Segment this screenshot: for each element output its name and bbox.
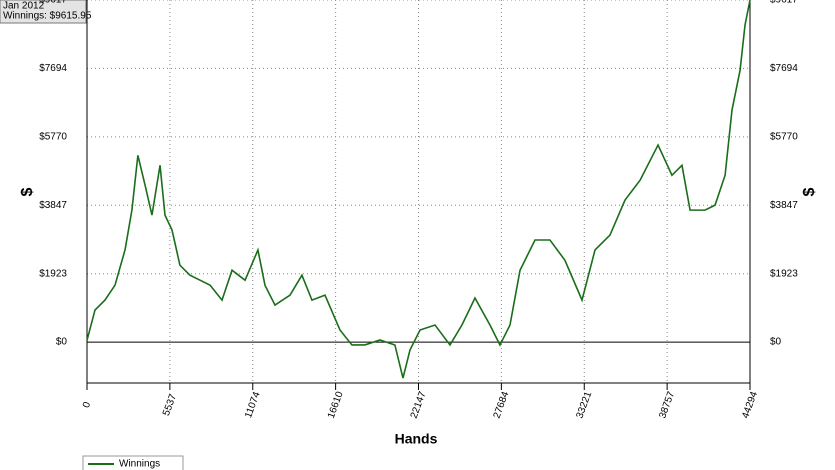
tooltip-box <box>0 0 87 24</box>
y2-tick-label: $9617 <box>770 0 798 6</box>
x-tick-label: 38757 <box>657 390 677 420</box>
x-tick-label: 27684 <box>492 390 512 420</box>
x-tick-label: 0 <box>81 400 93 409</box>
y2-tick-label: $1923 <box>770 268 798 279</box>
legend: Winnings <box>82 455 184 470</box>
y2-tick-label: $0 <box>770 337 782 348</box>
y2-tick-label: $3847 <box>770 200 798 211</box>
legend-box <box>82 455 184 470</box>
x-tick-label: 44294 <box>740 390 760 420</box>
x-tick-label: 16610 <box>326 390 346 420</box>
y2-tick-label: $7694 <box>770 63 798 74</box>
x-tick-label: 33221 <box>574 390 594 420</box>
tooltip: Jan 2012 Winnings: $9615.95 <box>0 0 92 24</box>
y-tick-label: $1923 <box>39 268 67 279</box>
tooltip-line: Winnings: $9615.95 <box>3 11 92 22</box>
series-line <box>86 0 751 379</box>
x-tick-label: 5537 <box>161 392 179 417</box>
y-tick-label: $0 <box>56 337 68 348</box>
y-tick-label: $3847 <box>39 200 67 211</box>
legend-label: Winnings <box>119 459 160 470</box>
x-tick-label: 11074 <box>243 390 263 420</box>
y-tick-label: $5770 <box>39 131 67 142</box>
x-axis-label: Hands <box>395 431 438 447</box>
y-tick-label: $7694 <box>39 63 67 74</box>
y-tick-label: $9617 <box>39 0 67 6</box>
y-axis-label: $ <box>19 187 36 196</box>
tooltip-line: Jan 2012 <box>3 1 45 12</box>
y2-axis-label: $ <box>801 187 818 196</box>
y2-tick-label: $5770 <box>770 131 798 142</box>
x-tick-label: 22147 <box>409 390 429 420</box>
